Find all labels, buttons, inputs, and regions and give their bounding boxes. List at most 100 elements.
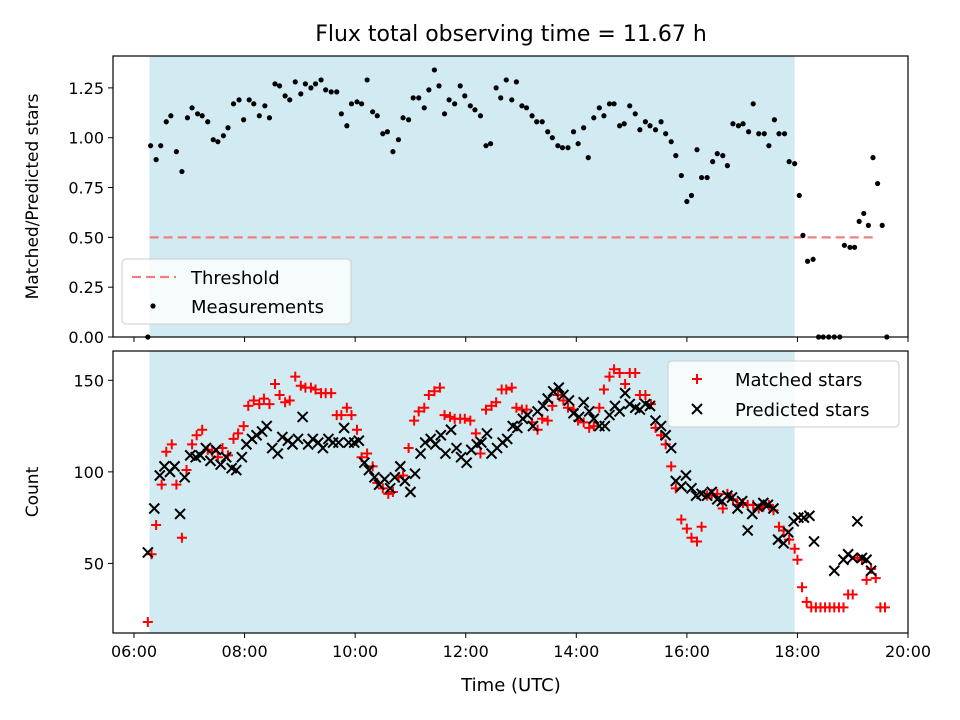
predicted-star-point bbox=[210, 444, 222, 456]
predicted-star-point bbox=[537, 400, 549, 412]
x-tick-label: 18:00 bbox=[774, 642, 820, 661]
matched-star-point bbox=[784, 534, 795, 545]
measurement-point bbox=[585, 155, 591, 161]
predicted-star-point bbox=[624, 398, 636, 410]
measurement-point bbox=[699, 174, 705, 181]
y-axis-label: Count bbox=[23, 466, 43, 517]
measurement-point bbox=[436, 83, 442, 89]
matched-star-point bbox=[336, 410, 347, 421]
predicted-star-point bbox=[553, 381, 565, 394]
measurement-point bbox=[266, 115, 273, 121]
measurement-point bbox=[230, 101, 237, 107]
measurement-point bbox=[318, 77, 324, 83]
x-tick-label: 16:00 bbox=[664, 642, 710, 661]
measurement-point bbox=[395, 137, 402, 143]
measurement-point bbox=[441, 111, 448, 117]
predicted-star-point bbox=[384, 482, 396, 495]
measurement-point bbox=[374, 113, 380, 119]
measurement-point bbox=[292, 79, 298, 85]
predicted-star-point bbox=[577, 396, 590, 408]
matched-star-point bbox=[578, 417, 589, 428]
measurement-point bbox=[194, 111, 201, 117]
measurement-point bbox=[153, 157, 159, 163]
matched-star-point bbox=[423, 389, 434, 400]
matched-star-point bbox=[480, 404, 491, 415]
predicted-star-point bbox=[588, 413, 600, 425]
predicted-star-point bbox=[429, 438, 442, 451]
matched-star-point bbox=[284, 395, 295, 406]
measurement-point bbox=[786, 159, 792, 165]
x-tick-label: 14:00 bbox=[553, 642, 599, 661]
matched-star-point bbox=[558, 395, 569, 406]
matched-star-point bbox=[146, 549, 157, 560]
measurement-point bbox=[205, 119, 211, 125]
measurement-point bbox=[847, 244, 853, 250]
measurement-point bbox=[503, 77, 509, 83]
measurement-point bbox=[477, 113, 484, 119]
predicted-star-point bbox=[726, 491, 738, 504]
measurement-point bbox=[652, 127, 659, 133]
measurement-point bbox=[173, 149, 179, 155]
predicted-star-point bbox=[782, 526, 794, 538]
y-axis-label: Matched/Predicted stars bbox=[23, 93, 43, 299]
predicted-star-point bbox=[404, 486, 417, 498]
measurement-point bbox=[771, 117, 777, 123]
measurement-point bbox=[627, 103, 633, 109]
matched-star-point bbox=[419, 402, 430, 413]
matched-star-point bbox=[696, 521, 707, 532]
measurement-point bbox=[851, 244, 858, 250]
predicted-star-point bbox=[272, 447, 284, 460]
measurement-point bbox=[710, 159, 716, 165]
y-tick-label: 1.25 bbox=[68, 79, 104, 98]
measurement-point bbox=[673, 153, 679, 159]
measurement-point bbox=[545, 129, 551, 135]
matched-star-point bbox=[290, 371, 301, 382]
predicted-star-point bbox=[394, 460, 407, 473]
matched-star-point bbox=[156, 479, 167, 490]
predicted-star-point bbox=[583, 405, 595, 418]
measurement-point bbox=[591, 115, 597, 121]
predicted-star-point bbox=[521, 409, 534, 421]
predicted-star-point bbox=[439, 447, 452, 460]
matched-star-point bbox=[346, 410, 357, 421]
measurement-point bbox=[766, 143, 772, 149]
measurement-point bbox=[565, 145, 571, 151]
measurement-point bbox=[354, 99, 360, 105]
measurement-point bbox=[606, 101, 613, 107]
predicted-star-point bbox=[154, 469, 166, 482]
measurement-point bbox=[158, 143, 164, 149]
measurement-point bbox=[745, 129, 752, 135]
y-tick-label: 150 bbox=[73, 371, 104, 390]
measurement-point bbox=[810, 256, 816, 262]
predicted-star-point bbox=[260, 420, 273, 432]
legend-predicted-label: Predicted stars bbox=[735, 400, 869, 421]
matched-star-point bbox=[238, 421, 249, 432]
matched-star-point bbox=[434, 382, 445, 393]
measurement-point bbox=[534, 119, 540, 125]
measurement-point bbox=[637, 127, 643, 133]
predicted-star-point bbox=[338, 422, 350, 434]
bottom-panel: 50 100 150 06:00 08:00 10:00 12:00 14:00 16:00 18… bbox=[23, 350, 931, 661]
matched-star-point bbox=[181, 465, 192, 476]
matched-star-point bbox=[797, 582, 808, 593]
measurement-point bbox=[559, 145, 566, 151]
predicted-star-point bbox=[680, 469, 692, 482]
plot-frame bbox=[112, 350, 909, 634]
matched-star-point bbox=[274, 389, 285, 400]
predicted-star-point bbox=[296, 411, 309, 423]
matched-star-point bbox=[176, 532, 187, 543]
measurement-point bbox=[405, 117, 412, 123]
measurement-point bbox=[272, 81, 278, 87]
measurement-point bbox=[380, 131, 386, 137]
matched-star-point bbox=[838, 602, 849, 613]
measurement-point bbox=[364, 77, 370, 83]
legend-box bbox=[121, 258, 352, 325]
matched-star-point bbox=[620, 378, 631, 389]
predicted-star-point bbox=[736, 495, 748, 507]
predicted-star-point bbox=[419, 436, 431, 449]
x-tick-label: 08:00 bbox=[222, 642, 268, 661]
matched-star-point bbox=[506, 382, 517, 393]
matched-star-point bbox=[717, 503, 728, 514]
measurement-point bbox=[792, 161, 798, 167]
